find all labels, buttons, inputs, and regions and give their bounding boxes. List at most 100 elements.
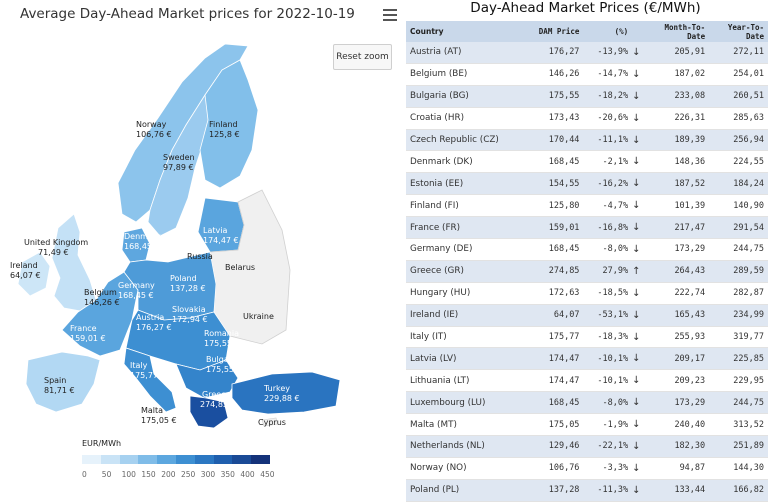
- header-pct[interactable]: (%): [583, 21, 633, 42]
- cell-country: Latvia (LV): [406, 347, 520, 371]
- label-greece-value: 274,85 €: [200, 400, 236, 409]
- header-dam-price[interactable]: DAM Price: [519, 21, 584, 42]
- label-ireland-value: 64,07 €: [10, 271, 41, 280]
- cell-pct: -13,9%: [583, 42, 633, 64]
- label-belarus: Belarus: [225, 263, 255, 272]
- region-sweden[interactable]: [147, 94, 215, 237]
- legend-swatch: [251, 455, 270, 464]
- cell-dam-price: 174,47: [519, 369, 584, 393]
- cell-year-to-date: 184,24: [709, 172, 768, 196]
- label-ukraine: Ukraine: [243, 312, 274, 321]
- europe-map[interactable]: Norway 106,76 € Finland 125,8 € Sweden 9…: [0, 0, 402, 481]
- cell-pct: -1,9%: [583, 413, 633, 437]
- cell-pct: -22,1%: [583, 435, 633, 458]
- cell-country: Bulgaria (BG): [406, 85, 520, 108]
- label-romania-value: 175,55 €: [204, 339, 240, 348]
- cell-country: Czech Republic (CZ): [406, 129, 520, 152]
- table-row: Czech Republic (CZ) 170,44 -11,1% ↓ 189,39 25…: [406, 129, 768, 152]
- table-row: France (FR) 159,01 -16,8% ↓ 217,47 291,54: [406, 216, 768, 240]
- cell-month-to-date: 240,40: [648, 413, 710, 437]
- label-latvia-value: 174,47 €: [203, 236, 239, 245]
- cell-year-to-date: 313,52: [709, 413, 768, 437]
- arrow-down-icon: ↓: [632, 172, 649, 196]
- label-malta-value: 175,05 €: [141, 416, 177, 425]
- cell-year-to-date: 272,11: [709, 42, 768, 64]
- table-body: Austria (AT) 176,27 -13,9% ↓ 205,91 272,11 Bel…: [406, 42, 768, 502]
- label-norway: Norway: [136, 120, 167, 129]
- price-table: Country DAM Price (%) Month-To-Date Year…: [406, 21, 768, 502]
- cell-dam-price: 159,01: [519, 216, 584, 240]
- table-row: Netherlands (NL) 129,46 -22,1% ↓ 182,30 251,8…: [406, 435, 768, 458]
- cell-year-to-date: 291,54: [709, 216, 768, 240]
- cell-dam-price: 175,77: [519, 326, 584, 349]
- arrow-down-icon: ↓: [632, 304, 649, 327]
- legend-swatch: [138, 455, 158, 464]
- cell-dam-price: 168,45: [519, 150, 584, 174]
- cell-pct: -53,1%: [583, 304, 633, 327]
- cell-pct: -8,0%: [583, 238, 633, 261]
- legend-swatch: [100, 455, 120, 464]
- arrow-down-icon: ↓: [632, 369, 649, 393]
- table-row: Luxembourg (LU) 168,45 -8,0% ↓ 173,29 244,75: [406, 391, 768, 415]
- hamburger-menu-icon[interactable]: [383, 9, 397, 22]
- arrow-down-icon: ↓: [632, 129, 649, 152]
- region-turkey[interactable]: [231, 371, 341, 415]
- arrow-down-icon: ↓: [632, 42, 649, 64]
- label-italy-value: 175,77 €: [130, 371, 166, 380]
- cell-month-to-date: 233,08: [648, 85, 710, 108]
- cell-pct: -11,1%: [583, 129, 633, 152]
- label-finland: Finland: [209, 120, 238, 129]
- label-austria: Austria: [136, 313, 164, 322]
- cell-month-to-date: 182,30: [648, 435, 710, 458]
- cell-dam-price: 64,07: [519, 304, 584, 327]
- legend-tick-label: 0: [82, 470, 87, 479]
- cell-pct: 27,9%: [583, 260, 633, 283]
- region-finland[interactable]: [199, 59, 259, 189]
- header-year-to-date[interactable]: Year-To-Date: [709, 21, 768, 42]
- cell-year-to-date: 229,95: [709, 369, 768, 393]
- label-romania: Romania: [204, 329, 239, 338]
- arrow-down-icon: ↓: [632, 238, 649, 261]
- table-row: Austria (AT) 176,27 -13,9% ↓ 205,91 272,11: [406, 42, 768, 64]
- legend-tick-label: 200: [161, 470, 176, 479]
- cell-month-to-date: 209,17: [648, 347, 710, 371]
- legend-tick-label: 100: [121, 470, 136, 479]
- cell-dam-price: 168,45: [519, 238, 584, 261]
- label-germany: Germany: [118, 281, 155, 290]
- table-row: Malta (MT) 175,05 -1,9% ↓ 240,40 313,52: [406, 413, 768, 437]
- label-spain: Spain: [44, 376, 66, 385]
- reset-zoom-button[interactable]: Reset zoom: [333, 44, 392, 70]
- region-greece[interactable]: [189, 395, 229, 429]
- cell-pct: -10,1%: [583, 369, 633, 393]
- cell-dam-price: 125,80: [519, 194, 584, 218]
- region-italy[interactable]: [123, 347, 177, 413]
- region-iberia[interactable]: [25, 351, 101, 413]
- header-month-to-date[interactable]: Month-To-Date: [648, 21, 710, 42]
- arrow-down-icon: ↓: [632, 282, 649, 305]
- cell-month-to-date: 222,74: [648, 282, 710, 305]
- legend-tick-label: 450: [260, 470, 275, 479]
- table-panel: Day-Ahead Market Prices (€/MWh) Country …: [403, 0, 768, 502]
- table-row: Italy (IT) 175,77 -18,3% ↓ 255,93 319,77: [406, 326, 768, 349]
- cell-pct: -20,6%: [583, 107, 633, 130]
- cell-month-to-date: 173,29: [648, 391, 710, 415]
- region-ireland[interactable]: [17, 251, 51, 297]
- cell-dam-price: 274,85: [519, 260, 584, 283]
- arrow-down-icon: ↓: [632, 63, 649, 86]
- label-belgium-value: 146,26 €: [84, 298, 120, 307]
- legend-swatch: [82, 455, 101, 464]
- legend-swatch: [175, 455, 195, 464]
- label-italy: Italy: [130, 361, 148, 370]
- legend-ticks: 0 50 100 150 200 250 300 350 400 450: [78, 470, 278, 480]
- region-cyprus: [261, 417, 279, 427]
- label-finland-value: 125,8 €: [209, 130, 240, 139]
- table-row: Lithuania (LT) 174,47 -10,1% ↓ 209,23 229,95: [406, 369, 768, 393]
- cell-dam-price: 175,05: [519, 413, 584, 437]
- table-row: Bulgaria (BG) 175,55 -18,2% ↓ 233,08 260,51: [406, 85, 768, 108]
- region-germany-poland[interactable]: [123, 251, 217, 321]
- arrow-up-icon: ↑: [632, 260, 649, 283]
- table-title: Day-Ahead Market Prices (€/MWh): [470, 0, 701, 16]
- header-country[interactable]: Country: [406, 21, 520, 42]
- cell-month-to-date: 101,39: [648, 194, 710, 218]
- table-row: Denmark (DK) 168,45 -2,1% ↓ 148,36 224,55: [406, 150, 768, 174]
